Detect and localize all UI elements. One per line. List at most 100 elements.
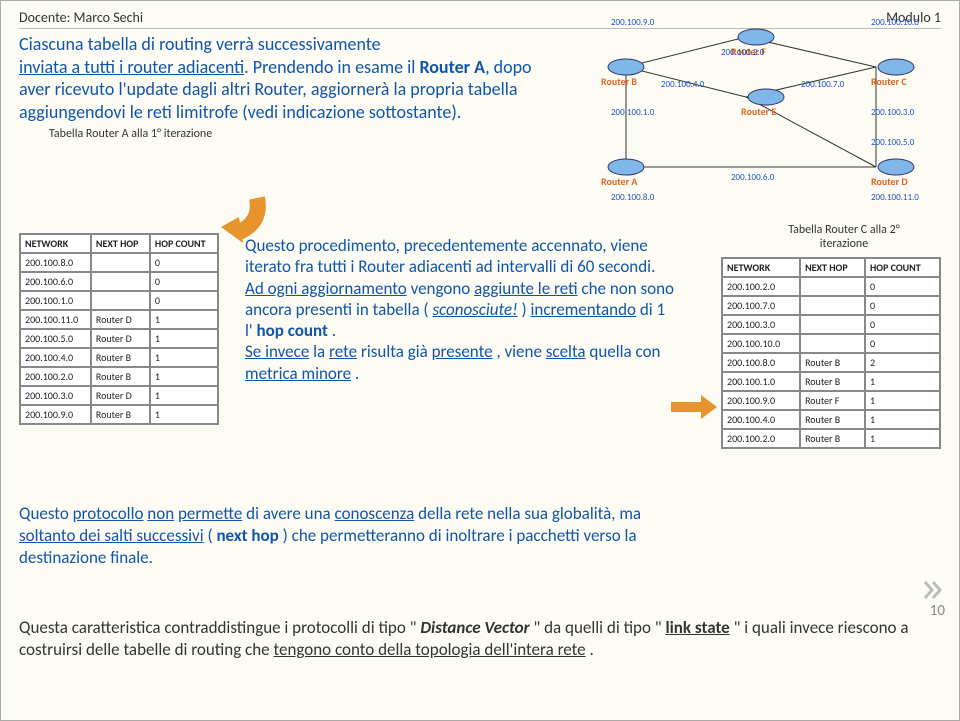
col-header: HOP COUNT (150, 234, 218, 253)
table-row: 200.100.2.0Router B1 (20, 367, 218, 386)
router-node: Router B (601, 59, 644, 88)
cell: Router F (800, 391, 865, 410)
table-row: 200.100.2.0Router B1 (722, 429, 940, 448)
mid-t: vengono (411, 278, 475, 299)
cell: 200.100.4.0 (722, 410, 800, 429)
mid-t: incrementando (531, 299, 636, 320)
net-label: 200.100.1.0 (611, 107, 655, 118)
routing-table-c: NETWORKNEXT HOPHOP COUNT 200.100.2.00200… (721, 257, 941, 449)
table-row: 200.100.1.0Router B1 (722, 372, 940, 391)
cell (800, 296, 865, 315)
table-row: 200.100.8.0Router B2 (722, 353, 940, 372)
table-a-label: Tabella Router A alla 1° iterazione (49, 127, 539, 142)
svg-text:Router D: Router D (871, 175, 908, 188)
mid-t: Ad ogni aggiornamento (245, 278, 407, 299)
cell: Router B (800, 372, 865, 391)
cell: 0 (150, 253, 218, 272)
f: . (589, 639, 593, 660)
table-c-label: Tabella Router C alla 2° iterazione (769, 223, 919, 251)
table-row: 200.100.4.0Router B1 (722, 410, 940, 429)
mid-t: aggiunte le reti (474, 278, 577, 299)
cell: Router B (800, 429, 865, 448)
cell: 1 (150, 329, 218, 348)
b: Questo (19, 503, 73, 524)
b: conoscenza (335, 503, 415, 524)
cell: 200.100.6.0 (20, 272, 91, 291)
cell: 200.100.7.0 (722, 296, 800, 315)
mid-t: . (355, 363, 359, 384)
mid-t: la (313, 341, 329, 362)
table-row: 200.100.2.00 (722, 277, 940, 296)
col-header: NEXT HOP (800, 258, 865, 277)
router-a-bold: Router A (419, 56, 485, 78)
cell: 200.100.2.0 (722, 429, 800, 448)
cell: Router B (800, 353, 865, 372)
net-label: 200.100.4.0 (661, 79, 705, 90)
cell: 0 (150, 272, 218, 291)
cell (91, 272, 150, 291)
b: della rete nella sua globalità, ma (418, 503, 641, 524)
cell: 200.100.3.0 (20, 386, 91, 405)
svg-text:Router A: Router A (601, 175, 638, 188)
b: non (147, 503, 174, 524)
arrow-right-icon (671, 395, 717, 419)
net-label: 200.100.9.0 (611, 17, 655, 28)
router-node: Router C (871, 59, 914, 88)
table-row: 200.100.3.0Router D1 (20, 386, 218, 405)
mid-t: quella con (589, 341, 660, 362)
table-row: 200.100.9.0Router B1 (20, 405, 218, 424)
col-header: NETWORK (722, 258, 800, 277)
cell: Router D (91, 310, 150, 329)
b: ( (207, 525, 212, 546)
cell: 200.100.8.0 (20, 253, 91, 272)
page: Docente: Marco Sechi Modulo 1 Ciascuna t… (0, 0, 960, 721)
mid-t: , viene (496, 341, 545, 362)
b: protocollo (73, 503, 144, 524)
cell: 1 (150, 348, 218, 367)
cell: 1 (150, 386, 218, 405)
f: link state (665, 617, 729, 638)
b: soltanto dei salti successivi (19, 525, 204, 546)
table-row: 200.100.10.00 (722, 334, 940, 353)
f: Questa caratteristica contraddistingue i… (19, 617, 416, 638)
table-row: 200.100.1.00 (20, 291, 218, 310)
table-row: 200.100.5.0Router D1 (20, 329, 218, 348)
mid-t: . (332, 320, 336, 341)
b: next hop (216, 525, 278, 546)
mid-t: ) (522, 299, 531, 320)
cell (800, 315, 865, 334)
mid-t: rete (329, 341, 357, 362)
cell: 0 (150, 291, 218, 310)
routing-table-a: NETWORKNEXT HOPHOP COUNT 200.100.8.00200… (19, 233, 219, 425)
svg-text:Router E: Router E (741, 105, 776, 118)
cell: Router D (91, 386, 150, 405)
net-label: 200.100.3.0 (871, 107, 915, 118)
cell: 1 (150, 310, 218, 329)
f: tengono conto della topologia dell'inter… (273, 639, 585, 660)
bottom-paragraph: Questo protocollo non permette di avere … (19, 503, 669, 569)
mid-t: Questo procedimento, precedentemente acc… (245, 235, 655, 277)
cell: 200.100.3.0 (722, 315, 800, 334)
chevrons-icon (923, 580, 945, 600)
cell: 200.100.8.0 (722, 353, 800, 372)
f: Distance Vector (420, 617, 529, 638)
docente-label: Docente: Marco Sechi (19, 9, 143, 26)
table-row: 200.100.9.0Router F1 (722, 391, 940, 410)
net-label: 200.100.8.0 (611, 192, 655, 203)
cell: Router B (91, 348, 150, 367)
cell: 0 (865, 296, 940, 315)
cell: 0 (865, 277, 940, 296)
cell: 200.100.9.0 (722, 391, 800, 410)
net-label: 200.100.11.0 (871, 192, 919, 203)
network-diagram: Router BRouter FRouter CRouter ERouter A… (571, 17, 941, 207)
mid-t: scelta (546, 341, 586, 362)
b: permette (178, 503, 242, 524)
mid-t: hop count (257, 320, 328, 341)
f: " da quelli di tipo " (533, 617, 661, 638)
col-header: NEXT HOP (91, 234, 150, 253)
table-row: 200.100.3.00 (722, 315, 940, 334)
net-label: 200.100.5.0 (871, 137, 915, 148)
cell: 1 (150, 405, 218, 424)
mid-t: presente (432, 341, 493, 362)
cell: 200.100.4.0 (20, 348, 91, 367)
